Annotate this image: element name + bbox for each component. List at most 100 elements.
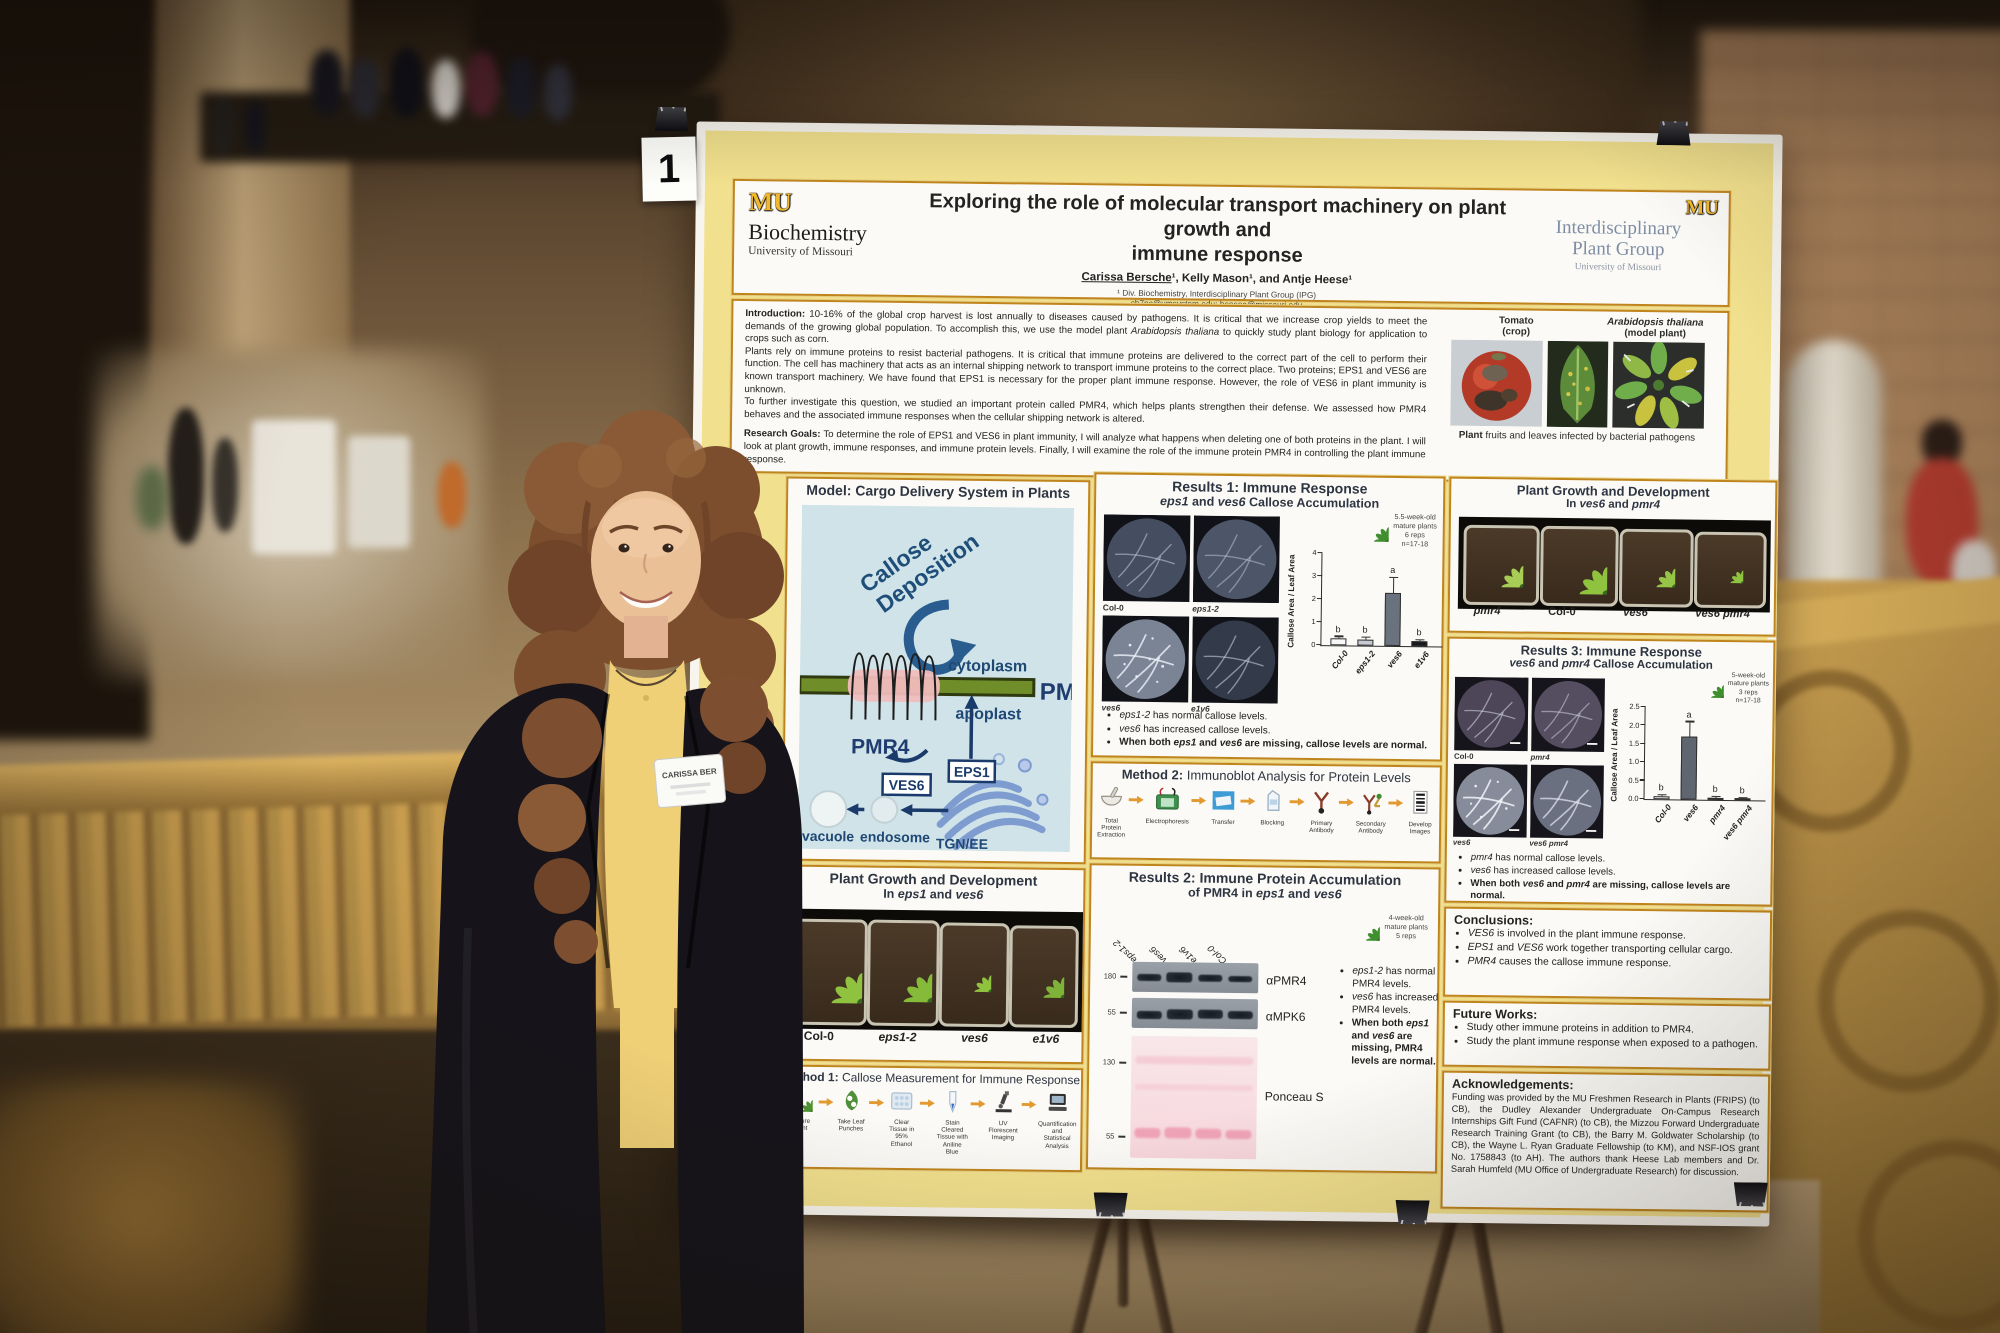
gel-lane-labels: eps1-2 ves6 e1v6 Col-0 bbox=[1111, 937, 1229, 967]
leaf-disc-ves6 bbox=[1453, 763, 1528, 838]
balcony-person bbox=[506, 56, 536, 118]
infected-arabidopsis-image bbox=[1612, 341, 1705, 429]
mu-logo-icon: MU bbox=[748, 187, 793, 217]
background-posterboard bbox=[252, 420, 336, 554]
step-label: Total Protein Extraction bbox=[1097, 817, 1126, 840]
gold-carving-glow bbox=[0, 1080, 300, 1333]
flow-step: Quantification and Statistical Analysis bbox=[1038, 1091, 1077, 1150]
step-label: Primary Antibody bbox=[1309, 819, 1334, 835]
results1-images: Col-0 eps1-2 ves6 e1v6 bbox=[1102, 514, 1280, 714]
gel-band bbox=[1136, 1010, 1162, 1020]
leaf-disc-figure: ves6 bbox=[1453, 763, 1528, 847]
results1-bullets: eps1-2 has normal callose levels. ves6 h… bbox=[1105, 708, 1434, 754]
develop-images-icon bbox=[1413, 790, 1428, 814]
ponceau-band bbox=[1225, 1129, 1252, 1140]
tgn-label: TGN/EE bbox=[936, 835, 988, 852]
presenter-face bbox=[591, 491, 701, 658]
transfer-icon bbox=[1212, 791, 1235, 810]
growth-ves6-pmr4-section: Plant Growth and Development In ves6 and… bbox=[1447, 476, 1778, 637]
arrow-icon bbox=[1021, 1100, 1036, 1108]
presenter: CARISSA BER bbox=[426, 410, 804, 1333]
presenter-yellow-top bbox=[604, 660, 691, 1008]
ponceau-band bbox=[1134, 1127, 1161, 1139]
bullet: PMR4 causes the callose immune response. bbox=[1467, 956, 1769, 973]
results3-subtitle: ves6 and pmr4 Callose Accumulation bbox=[1509, 657, 1713, 672]
leaf-punch-icon bbox=[845, 1090, 858, 1111]
growth-left-subtitle: In eps1 and ves6 bbox=[883, 886, 984, 902]
cargo-delivery-diagram: Callose Deposition PM cytoplasm apoplast… bbox=[797, 504, 1074, 853]
binder-clip bbox=[1656, 121, 1690, 145]
balcony-person bbox=[210, 94, 236, 156]
balcony-person bbox=[244, 100, 266, 154]
leaf-disc-figure: ves6 pmr4 bbox=[1529, 764, 1604, 848]
ipg-logo: MU Interdisciplinary Plant Group Univers… bbox=[1518, 190, 1729, 305]
pot-label: e1v6 bbox=[1032, 1031, 1060, 1046]
method2-flow: Total Protein Extraction Electrophoresis… bbox=[1092, 785, 1440, 843]
growth-left-photo bbox=[789, 908, 1084, 1033]
future-works-section: Future Works: Study other immune protein… bbox=[1442, 1000, 1772, 1071]
bullet: ves6 has increased PMR4 levels. bbox=[1352, 991, 1444, 1017]
easel-leg bbox=[1118, 1192, 1128, 1307]
arrow-icon bbox=[818, 1098, 833, 1106]
growth-right-subtitle: In ves6 and pmr4 bbox=[1566, 498, 1661, 512]
pmr4-arrowhead bbox=[884, 749, 899, 762]
flow-step: Transfer bbox=[1208, 787, 1239, 827]
marker-dash bbox=[1120, 975, 1128, 978]
leaf-disc-figure: Col-0 bbox=[1454, 676, 1529, 761]
gel-band bbox=[1198, 974, 1223, 982]
eps1-arrow bbox=[969, 706, 974, 759]
mpk6-blot bbox=[1131, 997, 1259, 1030]
railing-scroll bbox=[1858, 1140, 2000, 1332]
pot-ves6pmr4 bbox=[1693, 531, 1767, 609]
background-person-red bbox=[1900, 420, 2000, 640]
results2-bullets: eps1-2 has normal PMR4 levels. ves6 has … bbox=[1337, 964, 1444, 1069]
results1-note-lines: 5.5-week-old mature plants 6 reps n=17-1… bbox=[1393, 512, 1437, 549]
bullet: Study the plant immune response when exp… bbox=[1466, 1036, 1768, 1053]
poster-title-line1: Exploring the role of molecular transpor… bbox=[929, 190, 1507, 242]
leaf-disc-col0 bbox=[1454, 676, 1529, 752]
balcony-rail bbox=[200, 92, 720, 162]
leaf-disc-eps1 bbox=[1192, 515, 1280, 604]
presenter-nose bbox=[643, 553, 648, 574]
pot-ves6 bbox=[938, 922, 1010, 1028]
binder-clip bbox=[1395, 1200, 1429, 1224]
presenter-neck bbox=[624, 616, 668, 658]
transmembrane-protein bbox=[850, 652, 937, 721]
pot-ves6 bbox=[1618, 528, 1694, 608]
mortar-pestle-icon bbox=[1101, 786, 1123, 806]
bullet: When both eps1 and ves6 are missing, PMR… bbox=[1351, 1017, 1444, 1068]
endosome-icon bbox=[870, 795, 899, 824]
marker-dash bbox=[1119, 1011, 1127, 1014]
pot-label: pmr4 bbox=[1473, 604, 1501, 618]
poster-title-block: Exploring the role of molecular transpor… bbox=[916, 183, 1519, 310]
method2-section: Method 2: Immunoblot Analysis for Protei… bbox=[1089, 761, 1442, 864]
pot-col0 bbox=[1539, 525, 1619, 607]
presenter-yellow-top-lower bbox=[620, 998, 674, 1148]
balcony-person bbox=[466, 52, 498, 116]
flow-step: Electrophoresis bbox=[1145, 786, 1189, 826]
tomato-label-text: Tomato bbox=[1498, 315, 1534, 327]
presenter-eye bbox=[618, 543, 630, 553]
vesicle-icon bbox=[992, 753, 1005, 766]
step-label: Transfer bbox=[1211, 818, 1235, 827]
vesicle-icon bbox=[1017, 758, 1032, 773]
disc-label: ves6 pmr4 bbox=[1529, 838, 1569, 849]
balcony-person bbox=[350, 58, 380, 118]
flow-step: Take Leaf Punches bbox=[835, 1088, 867, 1133]
pathogen-image-labels: Tomato (crop) Arabidopsis thaliana (mode… bbox=[1437, 314, 1719, 340]
arabidopsis-label-text: Arabidopsis thaliana bbox=[1607, 316, 1704, 329]
leaf-disc-col0 bbox=[1102, 514, 1191, 602]
results3-section: Results 3: Immune Response ves6 and pmr4… bbox=[1444, 636, 1776, 907]
callose-arrow bbox=[903, 599, 966, 675]
arrow-icon bbox=[920, 1099, 935, 1107]
model-title: Model: Cargo Delivery System in Plants bbox=[806, 481, 1071, 501]
vacuole-label: vacuole bbox=[802, 828, 855, 845]
note-line: mature plants bbox=[1727, 680, 1769, 689]
leaf-disc-figure: Col-0 bbox=[1103, 514, 1191, 613]
uv-microscope-icon bbox=[995, 1091, 1012, 1113]
balcony-person bbox=[310, 50, 344, 116]
pathogen-caption: Plant fruits and leaves infected by bact… bbox=[1458, 429, 1696, 444]
growth-right-photo bbox=[1457, 516, 1771, 613]
binder-clip bbox=[1734, 1182, 1768, 1206]
